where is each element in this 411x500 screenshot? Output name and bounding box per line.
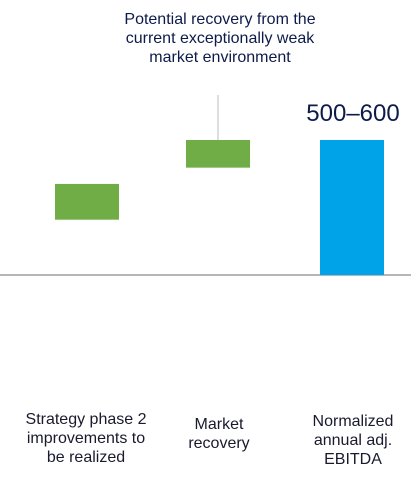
bar-normalized-ebitda [320, 140, 384, 275]
bar-strategy-phase-2 [55, 183, 119, 220]
category-label-strategy: Strategy phase 2 improvements to be real… [25, 411, 147, 466]
total-value-label: 500–600 [306, 100, 400, 127]
category-label-market-recovery: Market recovery [188, 416, 250, 452]
bars-group [55, 140, 384, 275]
category-label-normalized-ebitda: Normalized annual adj. EBITDA [312, 413, 394, 468]
annotation-text: Potential recovery from the current exce… [124, 11, 316, 66]
bar-market-recovery [186, 140, 250, 168]
